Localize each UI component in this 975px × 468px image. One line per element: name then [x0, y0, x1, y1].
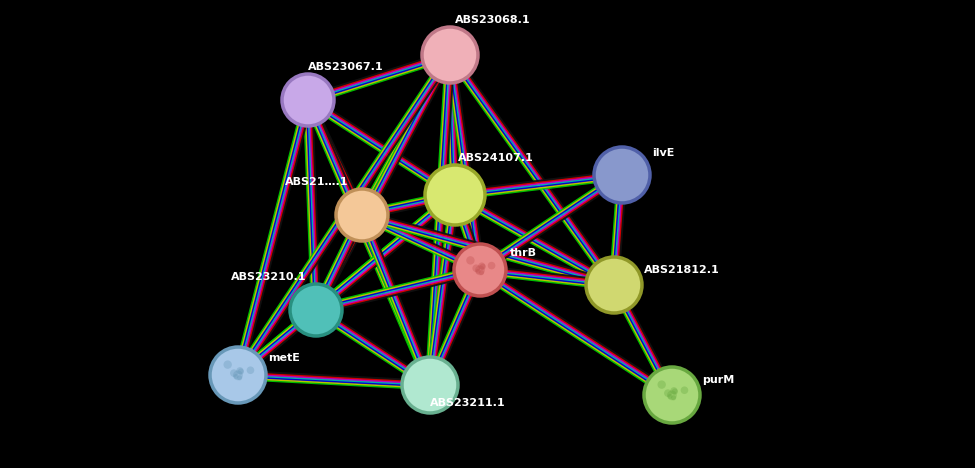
Text: ABS21….1: ABS21….1 [285, 177, 348, 187]
Circle shape [425, 165, 485, 225]
Circle shape [475, 265, 485, 275]
Circle shape [667, 390, 677, 400]
Circle shape [644, 367, 700, 423]
Circle shape [422, 27, 478, 83]
Text: ilvE: ilvE [652, 148, 675, 158]
Circle shape [466, 256, 475, 264]
Circle shape [234, 374, 239, 379]
Circle shape [336, 189, 388, 241]
Circle shape [657, 380, 666, 389]
Circle shape [664, 389, 672, 397]
Text: ABS24107.1: ABS24107.1 [458, 153, 533, 163]
Circle shape [247, 366, 254, 374]
Circle shape [223, 360, 232, 369]
Circle shape [681, 387, 688, 394]
Circle shape [594, 147, 650, 203]
Circle shape [210, 347, 266, 403]
Circle shape [671, 395, 677, 401]
Text: purM: purM [702, 375, 734, 385]
Circle shape [480, 263, 486, 270]
Circle shape [454, 244, 506, 296]
Text: ABS23210.1: ABS23210.1 [230, 272, 306, 282]
Circle shape [586, 257, 642, 313]
Circle shape [478, 263, 486, 270]
Circle shape [476, 269, 481, 274]
Text: ABS23067.1: ABS23067.1 [308, 62, 383, 72]
Circle shape [672, 388, 678, 395]
Circle shape [668, 394, 673, 399]
Text: ABS23211.1: ABS23211.1 [430, 398, 506, 408]
Circle shape [488, 262, 495, 270]
Circle shape [671, 387, 678, 395]
Circle shape [237, 375, 242, 380]
Circle shape [282, 74, 334, 126]
Circle shape [238, 368, 244, 375]
Circle shape [290, 284, 342, 336]
Circle shape [233, 370, 243, 380]
Circle shape [402, 357, 458, 413]
Circle shape [236, 367, 244, 374]
Text: ABS23068.1: ABS23068.1 [455, 15, 530, 25]
Circle shape [230, 369, 238, 377]
Text: thrB: thrB [510, 248, 537, 258]
Text: ABS21812.1: ABS21812.1 [644, 265, 720, 275]
Circle shape [479, 270, 484, 275]
Circle shape [472, 264, 480, 272]
Text: metE: metE [268, 353, 300, 363]
